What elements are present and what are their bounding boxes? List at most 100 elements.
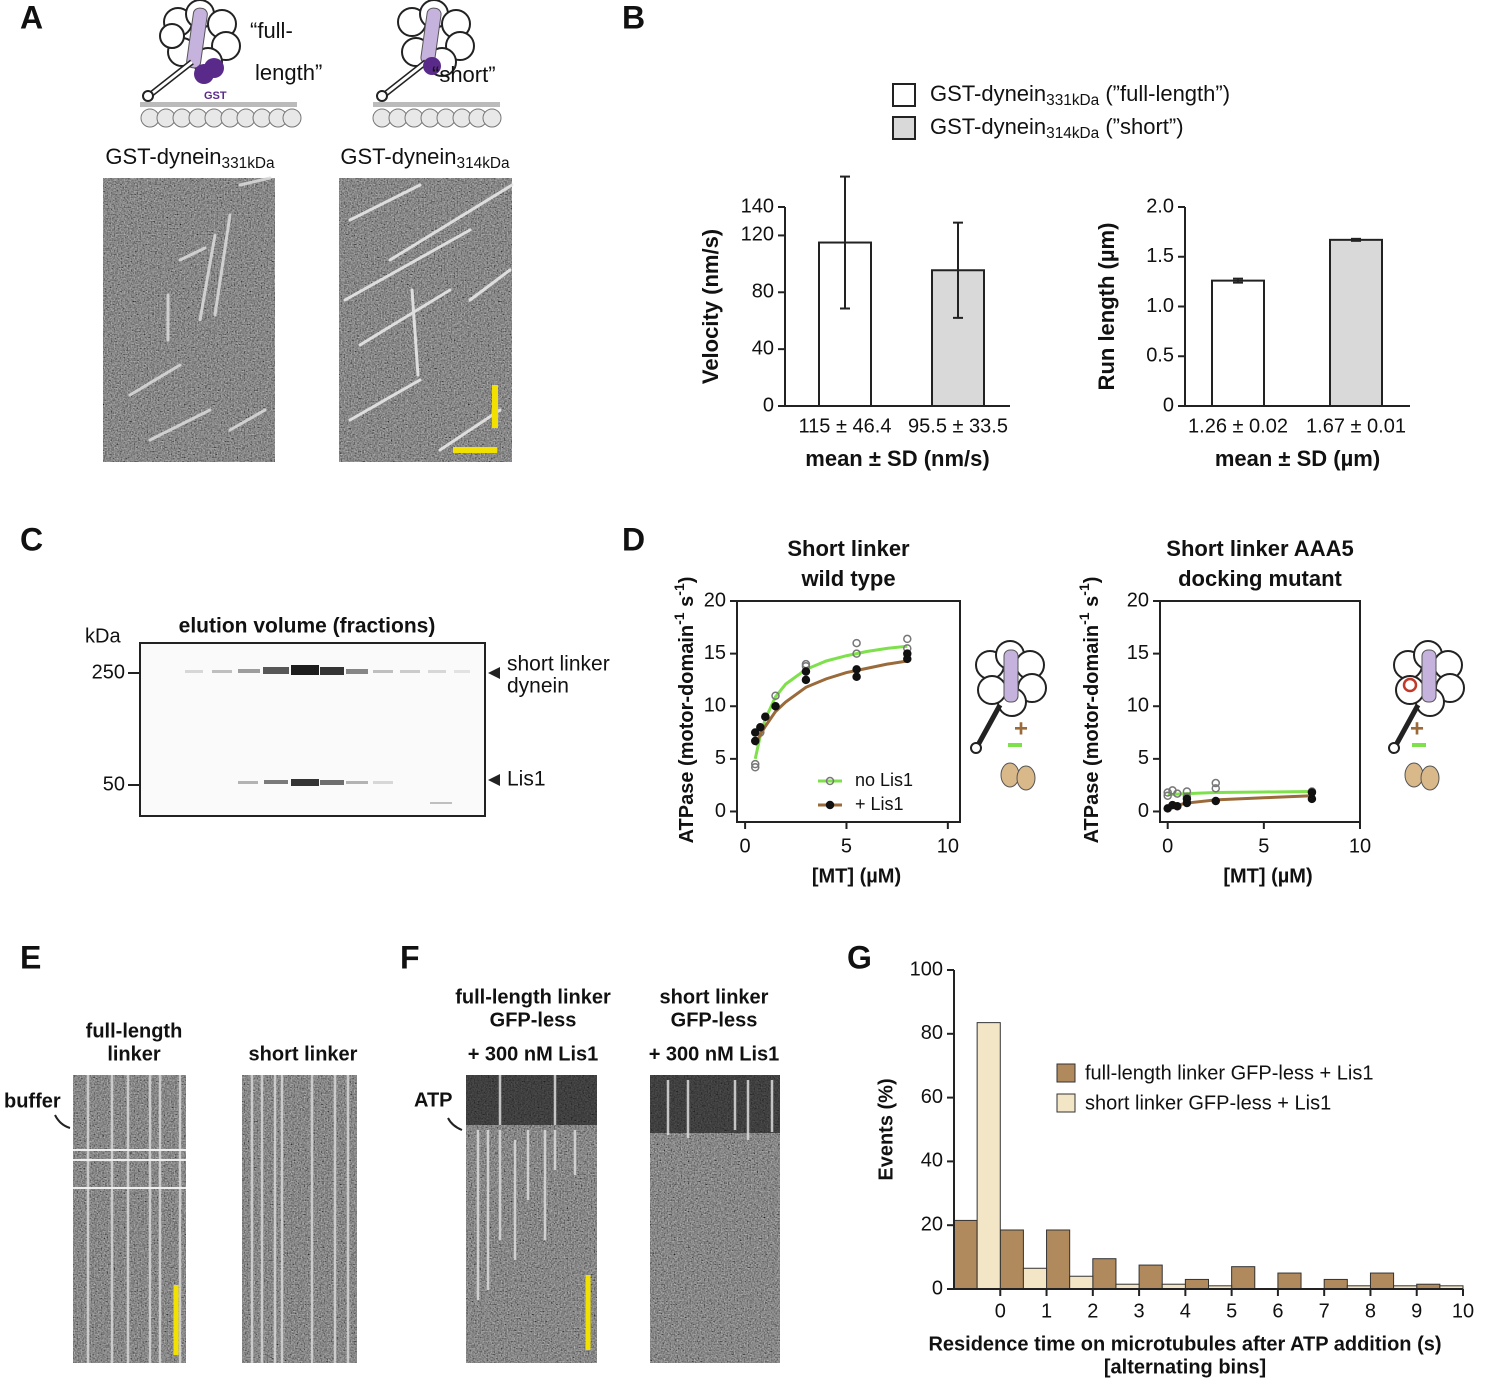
construct-label: GST-dynein331kDa [105,144,275,172]
y-tick-label: 20 [704,589,726,611]
value-label: 115 ± 46.4 [799,415,892,437]
data-point [852,649,861,658]
kymo-annotation: buffer [4,1090,61,1112]
x-axis-label: [MT] (µM) [1223,865,1312,887]
data-point [756,723,765,732]
bar [1329,238,1383,407]
gel-title: elution volume (fractions) [179,615,436,638]
legend-label-part: GST-dynein [930,114,1046,139]
y-tick-label: 80 [752,281,774,303]
y-tick-label: 1.0 [1146,295,1174,317]
legend-swatch [892,83,916,107]
panel-letter: B [622,0,645,35]
y-tick-label: 40 [921,1150,943,1172]
y-axis-label: Events (%) [875,1078,897,1180]
y-axis-label-part: -1 [671,583,687,596]
y-tick-label: 15 [704,642,726,664]
y-tick-label: 0 [932,1277,943,1299]
y-axis-label-part: -1 [1076,583,1092,596]
construct-label-part: GST-dynein [105,144,221,169]
bar [1211,279,1265,408]
y-tick-label: 20 [1127,589,1149,611]
y-axis-label-part: s [676,596,698,613]
panel-letter: C [20,521,43,557]
y-tick-label: 120 [741,224,774,246]
legend-label: no Lis1 [855,770,913,790]
kymo-label: short linker [660,986,769,1008]
x-tick-label: 5 [1258,835,1269,857]
legend-swatch [892,116,916,140]
kymo-label: + 300 nM Lis1 [468,1043,599,1065]
kymo-label: short linker [249,1043,358,1065]
y-axis-label: Run length (µm) [1094,223,1119,391]
y-tick-label: 0 [763,394,774,416]
data-point [1211,784,1221,793]
value-label: 1.26 ± 0.02 [1188,415,1288,437]
data-point [1163,788,1172,797]
chart-title: wild type [800,566,895,591]
x-tick-label: 9 [1411,1300,1422,1322]
legend-label-part: GST-dynein [930,81,1046,106]
plot-frame [1159,600,1361,823]
x-tick-label: 2 [1087,1300,1098,1322]
data-point [1173,801,1182,811]
cartoon-mutant: + [1388,640,1465,791]
x-tick-label: 10 [937,835,959,857]
panel-letter: G [847,939,872,975]
data-point [1182,794,1192,804]
data-point [771,701,780,711]
x-tick-label: 10 [1452,1300,1474,1322]
chart-title: docking mutant [1178,566,1342,591]
data-point [903,634,912,644]
y-axis-label: ATPase (motor-domain-1 s-1) [671,577,699,844]
data-point [771,691,780,700]
y-axis-label-part: ) [1081,577,1103,584]
x-axis-label: [alternating bins] [1104,1356,1266,1378]
chart-title: Short linker [787,536,910,561]
x-axis-label: mean ± SD (nm/s) [805,446,989,471]
arrow [447,1117,463,1131]
y-tick-label: 5 [1138,747,1149,769]
x-tick-label: 8 [1365,1300,1376,1322]
kymograph [103,176,275,462]
histogram-bar [1138,1264,1163,1290]
x-tick-label: 0 [740,835,751,857]
cartoon-short [372,0,502,128]
legend-swatch [1056,1063,1076,1083]
data-point [1307,788,1317,797]
y-tick-label: 40 [752,337,774,359]
y-tick-label: 100 [910,958,943,980]
x-tick-label: 5 [841,835,852,857]
x-tick-label: 5 [1226,1300,1237,1322]
histogram-bar [999,1229,1024,1290]
cartoon-full [140,0,302,128]
cartoon-label: “full- [250,18,293,43]
y-axis-label-part: -1 [1076,612,1092,625]
band-label: dynein [507,675,569,698]
histogram-bar [1323,1278,1348,1290]
legend-label: + Lis1 [855,794,904,814]
y-tick-label: 5 [715,747,726,769]
y-tick-label: 140 [741,195,774,217]
x-tick-label: 1 [1041,1300,1052,1322]
y-tick-label: 60 [921,1086,943,1108]
y-tick-label: 0.5 [1146,345,1174,367]
y-tick-label: 10 [1127,695,1149,717]
data-point [750,736,760,746]
y-tick-label: 80 [921,1022,943,1044]
arrow [54,1114,71,1129]
y-tick-label: 2.0 [1146,195,1174,217]
legend-label: GST-dynein331kDa (”full-length”) [930,81,1230,109]
x-tick-label: 6 [1272,1300,1283,1322]
plot-frame [736,600,961,823]
x-axis-label: [MT] (µM) [812,865,901,887]
x-tick-label: 4 [1180,1300,1191,1322]
construct-label-part: GST-dynein [340,144,456,169]
legend-label-part: (”full-length”) [1099,81,1230,106]
value-label: 95.5 ± 33.5 [908,415,1008,437]
y-tick-label: 0 [1163,394,1174,416]
kymograph [339,178,514,462]
construct-label-part: 314kDa [457,155,510,172]
data-point [761,712,770,722]
